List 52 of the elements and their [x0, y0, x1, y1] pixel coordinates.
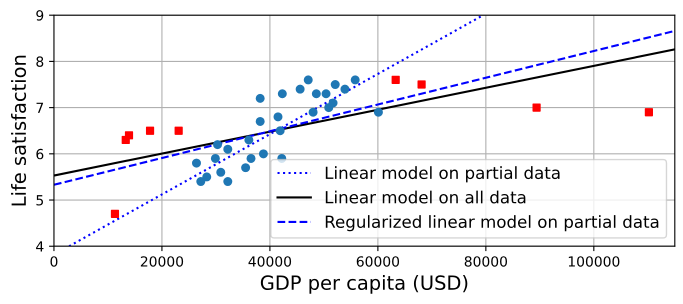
- x-tick-label: 60000: [356, 256, 400, 267]
- point: [241, 163, 250, 172]
- point: [202, 172, 212, 182]
- point: [296, 84, 305, 94]
- point: [330, 80, 340, 90]
- point: [350, 75, 360, 84]
- point: [196, 177, 206, 186]
- x-axis-title: GDP per capita (USD): [260, 274, 468, 294]
- y-tick-label: 6: [36, 148, 44, 160]
- y-tick-label: 7: [36, 102, 44, 113]
- point: [213, 140, 222, 150]
- point: [174, 126, 183, 135]
- point: [532, 104, 541, 112]
- x-tick-label: 20000: [140, 256, 184, 267]
- y-tick-label: 5: [36, 195, 44, 206]
- y-axis-title: Life satisfaction: [11, 56, 26, 206]
- point: [274, 112, 282, 122]
- point: [328, 98, 338, 108]
- point: [192, 158, 201, 168]
- point: [312, 89, 321, 98]
- point: [216, 168, 226, 177]
- point: [644, 108, 653, 116]
- point: [210, 154, 220, 163]
- point: [374, 108, 383, 117]
- point: [246, 154, 256, 163]
- legend-label: Regularized linear model on partial data: [326, 215, 658, 232]
- x-tick-label: 100000: [568, 256, 620, 267]
- point: [146, 126, 154, 135]
- point: [304, 75, 313, 84]
- legend-label: Linear model on all data: [326, 190, 526, 204]
- y-tick-label: 4: [36, 241, 44, 252]
- point: [276, 126, 285, 136]
- point: [392, 76, 400, 84]
- point: [322, 89, 331, 98]
- legend-label: Linear model on partial data: [326, 166, 560, 182]
- point: [258, 149, 268, 158]
- y-tick-label: 8: [36, 56, 44, 67]
- point: [340, 84, 350, 94]
- point: [223, 144, 232, 154]
- point: [256, 94, 265, 103]
- point: [244, 135, 254, 144]
- point: [308, 108, 318, 117]
- y-tick-label: 9: [36, 10, 44, 21]
- point: [256, 116, 265, 126]
- point: [278, 89, 287, 98]
- x-tick-label: 0: [50, 256, 58, 267]
- point: [124, 131, 134, 140]
- point: [223, 177, 232, 186]
- point: [110, 210, 120, 218]
- point: [418, 80, 426, 89]
- x-tick-label: 80000: [464, 256, 508, 267]
- x-tick-label: 40000: [248, 256, 292, 267]
